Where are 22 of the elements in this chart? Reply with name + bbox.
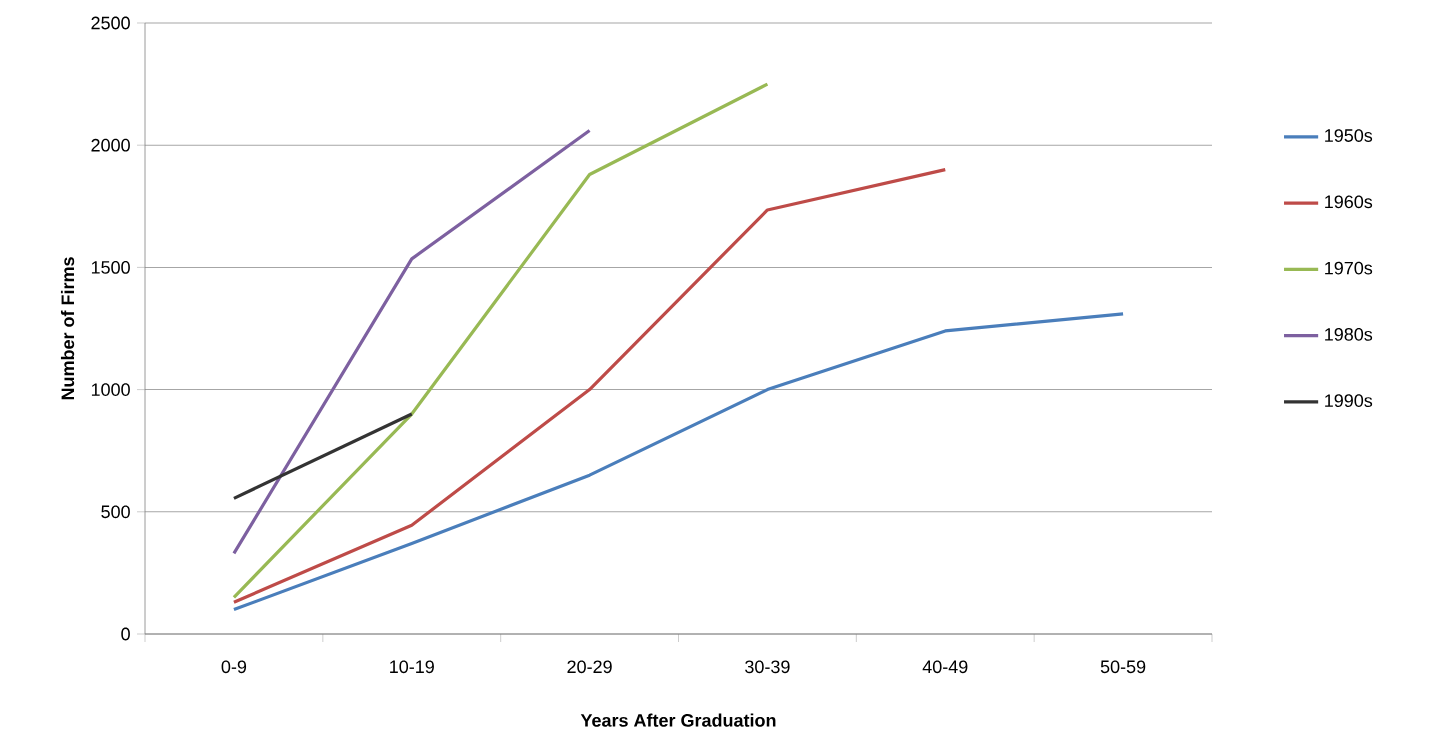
line-series [232, 82, 770, 599]
y-tick-label: 0 [121, 627, 130, 641]
legend-label: 1950s [1325, 129, 1373, 142]
line-series [232, 168, 947, 604]
legend-label: 1980s [1325, 327, 1373, 341]
x-tick-label: 40-49 [922, 660, 968, 674]
y-tick-label: 2500 [91, 16, 130, 30]
legend-label: 1970s [1325, 261, 1373, 275]
y-tick-label: 500 [101, 505, 130, 519]
y-axis-title: Number of Firms [60, 257, 75, 400]
x-axis-title: Years After Graduation [580, 713, 776, 727]
x-tick-label: 0-9 [221, 660, 247, 674]
x-tick-label: 50-59 [1100, 660, 1146, 674]
y-tick-label: 1000 [91, 383, 130, 396]
y-tick-label: 2000 [91, 138, 130, 152]
y-tick-label: 1500 [91, 261, 130, 274]
legend-label: 1990s [1325, 394, 1373, 407]
x-tick-label: 10-19 [390, 660, 434, 674]
legend-label: 1960s [1325, 195, 1373, 209]
x-tick-label: 30-39 [745, 660, 790, 674]
line-series [232, 312, 1125, 612]
x-tick-label: 20-29 [567, 660, 612, 674]
